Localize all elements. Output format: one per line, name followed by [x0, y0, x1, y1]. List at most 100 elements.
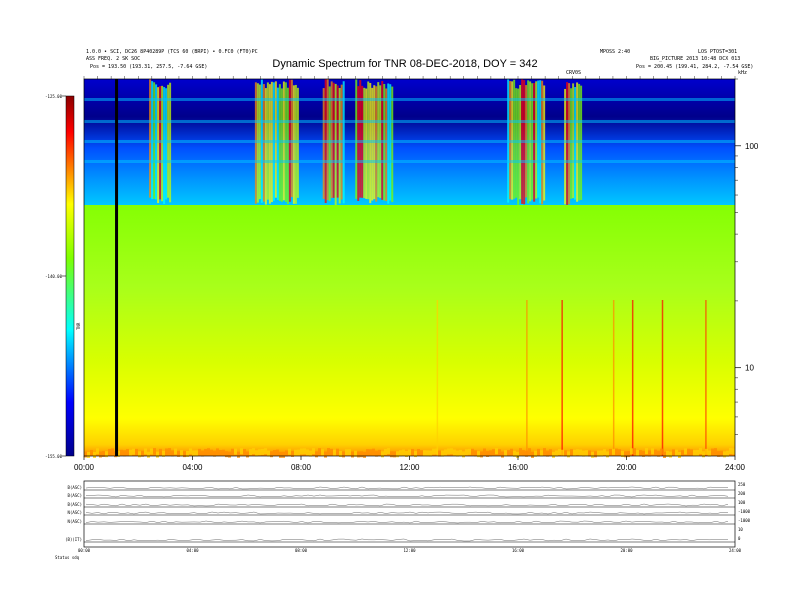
- burst-column: [163, 87, 166, 205]
- low-frequency-cell: [501, 451, 504, 458]
- low-frequency-cell: [687, 448, 690, 455]
- low-frequency-cell: [195, 450, 198, 457]
- low-frequency-cell: [657, 450, 660, 457]
- burst-column: [357, 86, 360, 202]
- spectrogram-plot: [83, 78, 736, 458]
- low-frequency-cell: [366, 449, 369, 456]
- low-frequency-cell: [96, 448, 99, 455]
- low-frequency-cell: [459, 449, 462, 456]
- low-frequency-cell: [168, 448, 171, 455]
- aux-trace: [85, 494, 729, 498]
- low-frequency-cell: [390, 451, 393, 458]
- low-frequency-cell: [270, 451, 273, 458]
- low-frequency-cell: [546, 450, 549, 457]
- low-frequency-cell: [273, 450, 276, 457]
- low-frequency-cell: [666, 450, 669, 457]
- burst-column: [543, 85, 546, 201]
- data-gap: [115, 79, 119, 456]
- low-frequency-cell: [516, 451, 519, 458]
- low-frequency-cell: [651, 448, 654, 455]
- low-frequency-cell: [240, 448, 243, 455]
- low-frequency-cell: [438, 450, 441, 457]
- low-frequency-cell: [330, 448, 333, 455]
- low-frequency-cell: [732, 448, 735, 455]
- burst-column: [292, 85, 295, 204]
- low-frequency-cell: [360, 451, 363, 458]
- low-frequency-cell: [648, 450, 651, 457]
- low-frequency-cell: [543, 448, 546, 455]
- aux-trace: [85, 503, 729, 507]
- low-frequency-cell: [414, 451, 417, 458]
- x-tick-label: 08:00: [291, 463, 312, 472]
- aux-scale-label: -1000: [738, 518, 751, 523]
- low-frequency-cell: [462, 451, 465, 458]
- y-tick-label: 100: [745, 142, 759, 151]
- aux-x-tick-label: 00:00: [78, 548, 91, 553]
- low-frequency-cell: [639, 450, 642, 457]
- burst-column: [391, 86, 394, 203]
- low-frequency-cell: [120, 449, 123, 456]
- low-frequency-cell: [492, 449, 495, 456]
- low-frequency-cell: [519, 448, 522, 455]
- low-frequency-cell: [210, 449, 213, 456]
- low-frequency-cell: [264, 448, 267, 455]
- auxiliary-panel: B(ASC) B(ASC) B(ASC) N(ASC) N(ASC) (B)(IT) 250…: [55, 480, 751, 560]
- low-frequency-cell: [297, 449, 300, 456]
- low-frequency-cell: [540, 450, 543, 457]
- low-frequency-cell: [474, 450, 477, 457]
- aux-row-label: B(ASC): [68, 493, 82, 498]
- low-frequency-cell: [189, 448, 192, 455]
- burst-column: [371, 87, 374, 201]
- low-frequency-cell: [576, 449, 579, 456]
- low-frequency-cell: [555, 450, 558, 457]
- low-frequency-cell: [180, 450, 183, 457]
- low-frequency-cell: [669, 451, 672, 458]
- low-frequency-cell: [612, 448, 615, 455]
- low-frequency-cell: [267, 450, 270, 457]
- colorbar-tick-label: -125.00: [45, 94, 62, 99]
- low-frequency-cell: [93, 451, 96, 458]
- low-frequency-cell: [291, 450, 294, 457]
- aux-footer-label: Status sdq: [55, 555, 80, 560]
- low-frequency-cell: [594, 451, 597, 458]
- burst-column: [326, 79, 329, 201]
- low-frequency-cell: [591, 451, 594, 458]
- burst-column: [330, 81, 333, 198]
- low-frequency-cell: [375, 450, 378, 457]
- aux-row-label: B(ASC): [68, 485, 82, 490]
- low-frequency-cell: [255, 450, 258, 457]
- aux-x-tick-label: 08:00: [295, 548, 308, 553]
- aux-row-label: N(ASC): [68, 510, 82, 515]
- burst-column: [513, 79, 516, 199]
- low-frequency-cell: [306, 449, 309, 456]
- header-unit-mark: kHz: [738, 70, 748, 76]
- low-frequency-cell: [411, 448, 414, 455]
- burst-column: [276, 87, 279, 200]
- aux-trace: [85, 511, 729, 515]
- streak: [705, 300, 707, 456]
- low-frequency-cell: [246, 451, 249, 458]
- band-line: [84, 140, 735, 143]
- low-frequency-cell: [681, 450, 684, 457]
- aux-x-tick-label: 24:00: [729, 548, 742, 553]
- header-position-left: Pos = 193.50 (193.31, 257.5, -7.64 GSE): [90, 64, 208, 70]
- low-frequency-cell: [129, 449, 132, 456]
- low-frequency-cell: [603, 449, 606, 456]
- auxiliary-frame: [83, 480, 736, 548]
- aux-x-tick-label: 04:00: [186, 548, 199, 553]
- low-frequency-cell: [684, 448, 687, 455]
- low-frequency-cell: [534, 450, 537, 457]
- low-frequency-cell: [312, 448, 315, 455]
- low-frequency-cell: [123, 450, 126, 457]
- low-frequency-cell: [597, 450, 600, 457]
- low-frequency-cell: [153, 448, 156, 455]
- aux-scale-label: 10: [738, 527, 743, 532]
- low-frequency-cell: [393, 451, 396, 458]
- low-frequency-cell: [480, 451, 483, 458]
- low-frequency-cell: [141, 450, 144, 457]
- low-frequency-cell: [426, 450, 429, 457]
- low-frequency-cell: [174, 448, 177, 455]
- low-frequency-cell: [336, 448, 339, 455]
- low-frequency-cell: [510, 448, 513, 455]
- low-frequency-cell: [507, 450, 510, 457]
